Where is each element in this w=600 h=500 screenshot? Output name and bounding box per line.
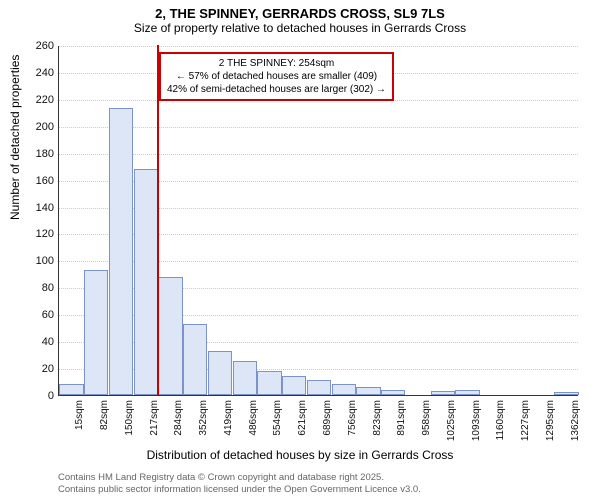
x-tick-label: 891sqm: [396, 400, 407, 436]
x-tick-label: 958sqm: [421, 400, 432, 436]
histogram-bar: [84, 270, 108, 395]
histogram-bar: [332, 384, 356, 395]
x-tick-label: 689sqm: [322, 400, 333, 436]
y-tick-label: 40: [42, 336, 54, 348]
x-tick-label: 1295sqm: [545, 400, 556, 441]
histogram-bar: [183, 324, 207, 395]
y-tick-label: 0: [48, 390, 54, 402]
histogram-bar: [282, 376, 306, 395]
x-tick-label: 352sqm: [198, 400, 209, 436]
y-tick-label: 260: [36, 40, 54, 52]
x-tick-label: 1093sqm: [471, 400, 482, 441]
annotation-line: 2 THE SPINNEY: 254sqm: [167, 57, 386, 70]
x-tick-label: 150sqm: [124, 400, 135, 436]
x-tick-label: 756sqm: [347, 400, 358, 436]
x-tick-label: 823sqm: [372, 400, 383, 436]
chart-subtitle: Size of property relative to detached ho…: [0, 21, 600, 39]
grid-line: [59, 46, 578, 47]
y-tick-label: 180: [36, 148, 54, 160]
y-tick-label: 160: [36, 175, 54, 187]
y-tick-label: 100: [36, 255, 54, 267]
histogram-bar: [134, 169, 158, 395]
x-tick-label: 419sqm: [223, 400, 234, 436]
annotation-line: 42% of semi-detached houses are larger (…: [167, 83, 386, 96]
histogram-bar: [307, 380, 331, 395]
histogram-bar: [554, 392, 578, 395]
y-tick-label: 80: [42, 282, 54, 294]
histogram-bar: [208, 351, 232, 395]
x-tick-label: 486sqm: [248, 400, 259, 436]
x-tick-label: 1160sqm: [495, 400, 506, 440]
histogram-bar: [158, 277, 182, 395]
y-tick-label: 240: [36, 67, 54, 79]
histogram-bar: [233, 361, 257, 395]
footer-line-1: Contains HM Land Registry data © Crown c…: [58, 472, 421, 484]
chart-footer: Contains HM Land Registry data © Crown c…: [58, 472, 421, 496]
histogram-bar: [381, 390, 405, 395]
x-tick-label: 554sqm: [272, 400, 283, 436]
histogram-bar: [59, 384, 83, 395]
x-tick-label: 1362sqm: [570, 400, 581, 441]
histogram-bar: [356, 387, 380, 395]
y-tick-label: 120: [36, 228, 54, 240]
x-tick-label: 217sqm: [149, 400, 160, 436]
y-tick-label: 140: [36, 202, 54, 214]
histogram-bar: [431, 391, 455, 395]
x-tick-label: 82sqm: [99, 400, 110, 430]
x-tick-label: 284sqm: [173, 400, 184, 436]
y-tick-label: 60: [42, 309, 54, 321]
grid-line: [59, 127, 578, 128]
x-tick-label: 1025sqm: [446, 400, 457, 441]
x-tick-label: 15sqm: [74, 400, 85, 430]
histogram-bar: [109, 108, 133, 395]
histogram-plot: 2 THE SPINNEY: 254sqm← 57% of detached h…: [58, 46, 578, 396]
histogram-bar: [455, 390, 479, 395]
chart-title: 2, THE SPINNEY, GERRARDS CROSS, SL9 7LS: [0, 0, 600, 21]
property-annotation: 2 THE SPINNEY: 254sqm← 57% of detached h…: [159, 52, 394, 101]
x-tick-label: 1227sqm: [520, 400, 531, 441]
y-tick-label: 220: [36, 94, 54, 106]
y-axis-label: Number of detached properties: [8, 55, 22, 220]
y-tick-label: 200: [36, 121, 54, 133]
histogram-bar: [257, 371, 281, 395]
y-tick-label: 20: [42, 363, 54, 375]
grid-line: [59, 154, 578, 155]
x-axis-label: Distribution of detached houses by size …: [0, 448, 600, 462]
x-tick-label: 621sqm: [297, 400, 308, 436]
annotation-line: ← 57% of detached houses are smaller (40…: [167, 70, 386, 83]
footer-line-2: Contains public sector information licen…: [58, 484, 421, 496]
